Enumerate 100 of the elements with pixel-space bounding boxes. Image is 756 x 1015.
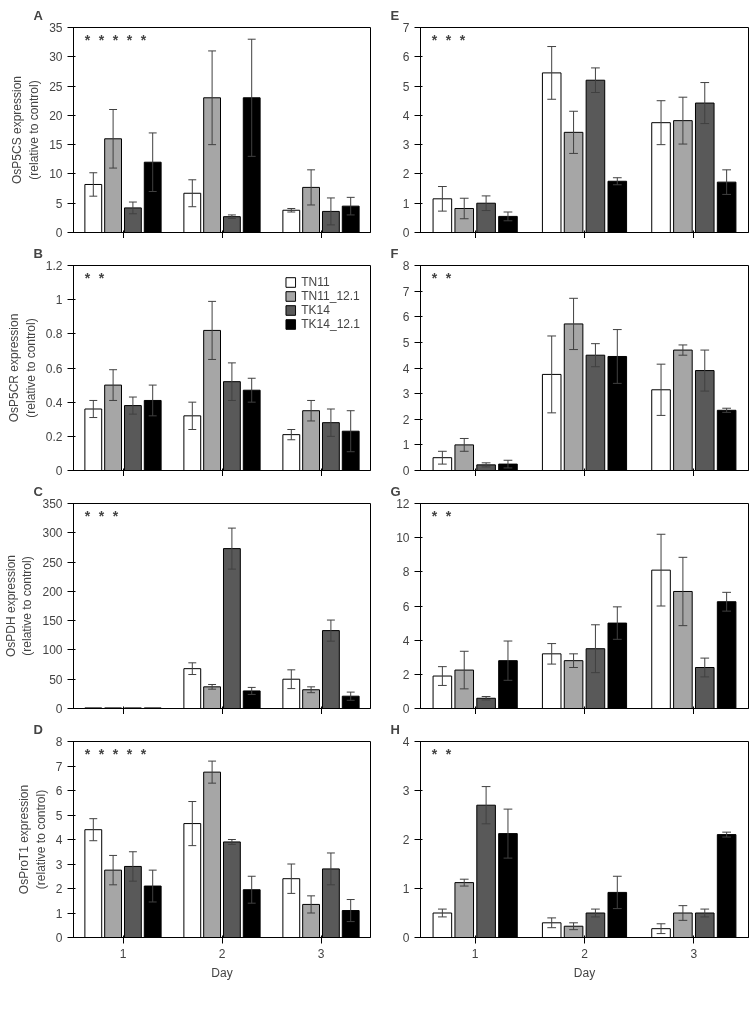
y-tick-label: 30 [49, 50, 63, 65]
y-tick-label: 3 [402, 138, 410, 153]
annotation: * [98, 745, 105, 762]
annotation: * [112, 507, 119, 524]
annotation: * [445, 507, 452, 524]
y-tick-label: 4 [402, 108, 410, 123]
y-tick-label: 2 [402, 167, 410, 182]
annotation: * [431, 745, 438, 762]
chart-title: G [390, 483, 401, 499]
y-tick-label: 7 [55, 759, 63, 774]
annotation: * [84, 269, 91, 286]
y-tick-label: 15 [49, 138, 63, 153]
y-tick-label: 0 [402, 931, 410, 945]
y-tick-label: 4 [55, 833, 63, 847]
y-tick-label: 3 [402, 784, 410, 798]
y-tick-label: 5 [402, 79, 410, 94]
y-tick-label: 25 [49, 79, 63, 94]
annotation: * [431, 269, 438, 286]
x-tick-label: 3 [690, 946, 698, 961]
y-tick-label: 2 [402, 667, 410, 682]
y-tick-label: 0 [402, 226, 410, 240]
y-tick-label: 350 [42, 497, 63, 511]
y-tick-label: 1.2 [45, 259, 63, 273]
annotation: * [431, 507, 438, 524]
y-tick-label: 1 [55, 906, 63, 921]
annotation: * [140, 31, 147, 48]
legend-label: TK14_12.1 [301, 317, 360, 331]
y-axis-title: OsP5CS expression (relative to control) [10, 75, 42, 185]
y-tick-label: 250 [42, 555, 63, 570]
y-tick-label: 5 [55, 808, 63, 823]
y-tick-label: 200 [42, 584, 63, 599]
y-tick-label: 6 [55, 784, 63, 798]
y-axis-title: OsPDH expression (relative to control) [3, 554, 35, 658]
y-tick-label: 0 [55, 226, 63, 240]
y-tick-label: 0 [402, 464, 410, 478]
y-tick-label: 3 [402, 387, 410, 402]
y-tick-label: 1 [402, 438, 410, 453]
annotation: * [84, 507, 91, 524]
x-tick-label: 1 [119, 946, 127, 961]
y-tick-label: 7 [402, 284, 410, 299]
annotation: * [459, 31, 466, 48]
annotation: * [445, 745, 452, 762]
y-tick-label: 0.6 [45, 361, 63, 376]
y-tick-label: 5 [402, 335, 410, 350]
y-tick-label: 8 [55, 735, 63, 749]
annotation: * [112, 745, 119, 762]
chart-title: D [33, 721, 43, 737]
annotation: * [126, 745, 133, 762]
y-tick-label: 10 [396, 531, 410, 546]
y-tick-label: 20 [49, 108, 63, 123]
y-tick-label: 4 [402, 735, 410, 749]
annotation: * [84, 31, 91, 48]
y-tick-label: 1 [402, 882, 410, 896]
y-tick-label: 3 [55, 857, 63, 872]
y-tick-label: 6 [402, 310, 410, 325]
y-tick-label: 6 [402, 599, 410, 614]
annotation: * [431, 31, 438, 48]
y-tick-label: 2 [402, 833, 410, 847]
y-tick-label: 5 [55, 196, 63, 211]
y-tick-label: 10 [49, 167, 63, 182]
annotation: * [98, 269, 105, 286]
annotation: * [112, 31, 119, 48]
y-tick-label: 8 [402, 565, 410, 580]
annotation: * [445, 269, 452, 286]
y-tick-label: 2 [402, 412, 410, 427]
x-tick-label: 2 [581, 946, 589, 961]
y-tick-label: 50 [49, 672, 63, 687]
y-tick-label: 300 [42, 526, 63, 541]
y-tick-label: 4 [402, 633, 410, 648]
y-tick-label: 100 [42, 643, 63, 658]
annotation: * [126, 31, 133, 48]
y-tick-label: 35 [49, 21, 63, 35]
y-axis-title: OsP5CR expression (relative to control) [7, 313, 38, 423]
y-tick-label: 150 [42, 614, 63, 629]
chart-title: A [33, 7, 44, 23]
y-tick-label: 2 [55, 882, 63, 896]
chart-title: H [390, 721, 400, 737]
y-tick-label: 0 [55, 464, 63, 478]
legend-label: TN11 [301, 275, 330, 289]
chart-title: E [390, 7, 400, 23]
annotation: * [140, 745, 147, 762]
y-tick-label: 0.4 [45, 395, 63, 410]
chart-title: B [33, 245, 43, 261]
annotation: * [98, 507, 105, 524]
annotation: * [445, 31, 452, 48]
y-tick-label: 12 [396, 497, 410, 511]
annotation: * [98, 31, 105, 48]
legend-label: TN11_12.1 [301, 289, 360, 303]
x-axis-title: Day [573, 965, 596, 980]
y-tick-label: 1 [402, 196, 410, 211]
y-tick-label: 0.2 [45, 429, 63, 444]
y-tick-label: 8 [402, 259, 410, 273]
y-tick-label: 0 [55, 931, 63, 945]
y-tick-label: 4 [402, 361, 410, 376]
x-axis-title: Day [211, 965, 233, 980]
annotation: * [84, 745, 91, 762]
chart-title: F [390, 245, 399, 261]
y-tick-label: 7 [402, 21, 410, 35]
y-tick-label: 6 [402, 50, 410, 65]
y-axis-title: OsProT1 expression (relative to control) [17, 784, 48, 895]
